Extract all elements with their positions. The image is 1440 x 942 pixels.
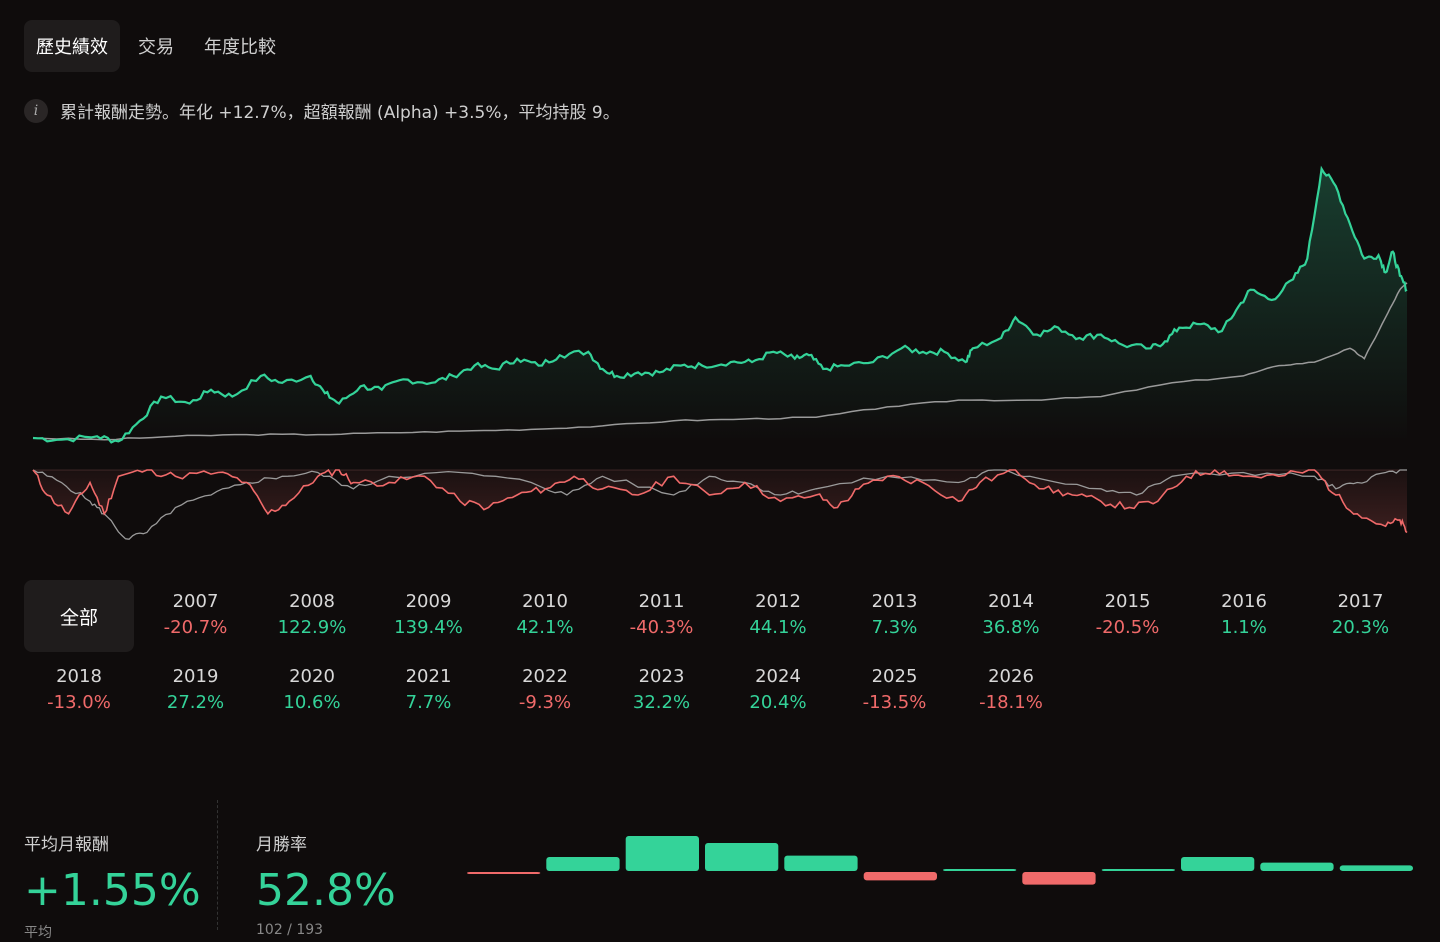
year-label: 2019: [172, 666, 219, 687]
year-label: 2023: [638, 666, 685, 687]
avg-monthly-value: +1.55%: [24, 865, 201, 916]
year-button-2019[interactable]: 2019 27.2%: [141, 664, 251, 716]
year-label: 2026: [988, 666, 1034, 687]
year-return: 20.3%: [1331, 617, 1390, 638]
benchmark-line: [32, 282, 1408, 441]
year-return: 7.7%: [405, 692, 452, 713]
year-button-2009[interactable]: 2009 139.4%: [374, 589, 484, 641]
month-bar-3[interactable]: [625, 836, 699, 871]
year-button-2008[interactable]: 2008 122.9%: [257, 589, 367, 641]
year-return: -40.3%: [629, 617, 694, 638]
win-rate-label: 月勝率: [256, 835, 307, 855]
year-return: 139.4%: [394, 617, 463, 638]
year-label: 2012: [755, 591, 801, 612]
month-bar-1[interactable]: [467, 872, 541, 874]
year-return: 1.1%: [1221, 617, 1267, 638]
year-return: 20.4%: [749, 692, 807, 713]
month-bar-5[interactable]: [784, 855, 858, 871]
month-bar-6[interactable]: [863, 872, 937, 881]
strategy-line: [32, 165, 1408, 444]
year-button-2024[interactable]: 2024 20.4%: [723, 664, 833, 716]
year-label: 2024: [755, 666, 801, 687]
year-label: 2016: [1221, 591, 1267, 612]
year-return: 32.2%: [632, 692, 691, 713]
cumulative-return-chart[interactable]: [0, 140, 1440, 560]
year-button-2018[interactable]: 2018 -13.0%: [24, 664, 134, 716]
year-label: 2020: [289, 666, 335, 687]
year-label: 2025: [871, 666, 918, 687]
year-all-button[interactable]: 全部: [24, 580, 134, 652]
year-button-2025[interactable]: 2025 -13.5%: [840, 664, 950, 716]
year-label: 2014: [988, 591, 1034, 612]
strategy-drawdown-line: [32, 468, 1408, 534]
info-icon[interactable]: i: [24, 98, 48, 123]
year-button-2021[interactable]: 2021 7.7%: [374, 664, 484, 716]
month-bar-12[interactable]: [1339, 865, 1413, 871]
win-rate-value: 52.8%: [256, 865, 396, 916]
drawdown-area: [33, 470, 1407, 533]
tab-history[interactable]: 歷史績效: [24, 20, 120, 72]
tab-yearly-compare[interactable]: 年度比較: [204, 37, 276, 58]
tab-bar: 歷史績效 交易 年度比較: [24, 20, 288, 72]
year-return: 27.2%: [166, 692, 225, 713]
strategy-area: [33, 168, 1407, 443]
year-return: -9.3%: [518, 692, 572, 713]
year-button-2011[interactable]: 2011 -40.3%: [607, 589, 717, 641]
month-bar-4[interactable]: [705, 843, 779, 871]
year-return: 42.1%: [516, 617, 574, 638]
month-bar-7[interactable]: [943, 869, 1017, 871]
month-bar-9[interactable]: [1101, 869, 1175, 871]
win-rate-sub: 102 / 193: [256, 922, 324, 938]
avg-monthly-return-stat: 平均月報酬 +1.55% 平均: [24, 830, 214, 942]
info-text: 累計報酬走勢。年化 +12.7%，超額報酬 (Alpha) +3.5%，平均持股…: [60, 103, 620, 123]
year-return: -13.0%: [47, 692, 111, 713]
info-line: i 累計報酬走勢。年化 +12.7%，超額報酬 (Alpha) +3.5%，平均…: [24, 98, 620, 123]
avg-monthly-label: 平均月報酬: [24, 835, 109, 855]
year-button-2015[interactable]: 2015 -20.5%: [1073, 589, 1183, 641]
year-return: 7.3%: [871, 617, 918, 638]
year-return: -20.5%: [1095, 617, 1160, 638]
year-button-2026[interactable]: 2026 -18.1%: [956, 664, 1066, 716]
tab-trades[interactable]: 交易: [138, 37, 174, 58]
month-bar-10[interactable]: [1181, 857, 1255, 871]
year-button-2013[interactable]: 2013 7.3%: [840, 589, 950, 641]
year-label: 2011: [638, 591, 685, 612]
year-label: 2009: [405, 591, 452, 612]
year-return: 44.1%: [749, 617, 807, 638]
year-button-2023[interactable]: 2023 32.2%: [607, 664, 717, 716]
year-return: 10.6%: [283, 692, 341, 713]
year-label: 2015: [1104, 591, 1151, 612]
month-bar-2[interactable]: [546, 857, 620, 871]
year-button-2016[interactable]: 2016 1.1%: [1189, 589, 1299, 641]
year-button-2010[interactable]: 2010 42.1%: [490, 589, 600, 641]
year-button-2022[interactable]: 2022 -9.3%: [490, 664, 600, 716]
year-return: -13.5%: [862, 692, 927, 713]
monthly-win-rate-stat: 月勝率 52.8% 102 / 193: [256, 830, 456, 938]
year-label: 2017: [1337, 591, 1384, 612]
year-label: 2022: [522, 666, 568, 687]
year-label: 2007: [172, 591, 219, 612]
month-bar-11[interactable]: [1260, 862, 1334, 871]
year-label: 2008: [289, 591, 335, 612]
year-return: -20.7%: [163, 617, 228, 638]
year-button-2007[interactable]: 2007 -20.7%: [141, 589, 251, 641]
benchmark-drawdown-line: [32, 469, 1407, 540]
stats-divider: [217, 800, 218, 930]
year-label: 2021: [405, 666, 452, 687]
year-return: -18.1%: [979, 692, 1043, 713]
year-button-2017[interactable]: 2017 20.3%: [1306, 589, 1416, 641]
month-bar-8[interactable]: [1022, 872, 1096, 885]
year-button-2014[interactable]: 2014 36.8%: [956, 589, 1066, 641]
year-label: 2013: [871, 591, 918, 612]
year-button-2012[interactable]: 2012 44.1%: [723, 589, 833, 641]
year-button-2020[interactable]: 2020 10.6%: [257, 664, 367, 716]
year-label: 2018: [56, 666, 102, 687]
year-return: 122.9%: [277, 617, 347, 638]
year-return: 36.8%: [982, 617, 1040, 638]
avg-monthly-sub: 平均: [24, 925, 52, 941]
year-label: 2010: [522, 591, 568, 612]
